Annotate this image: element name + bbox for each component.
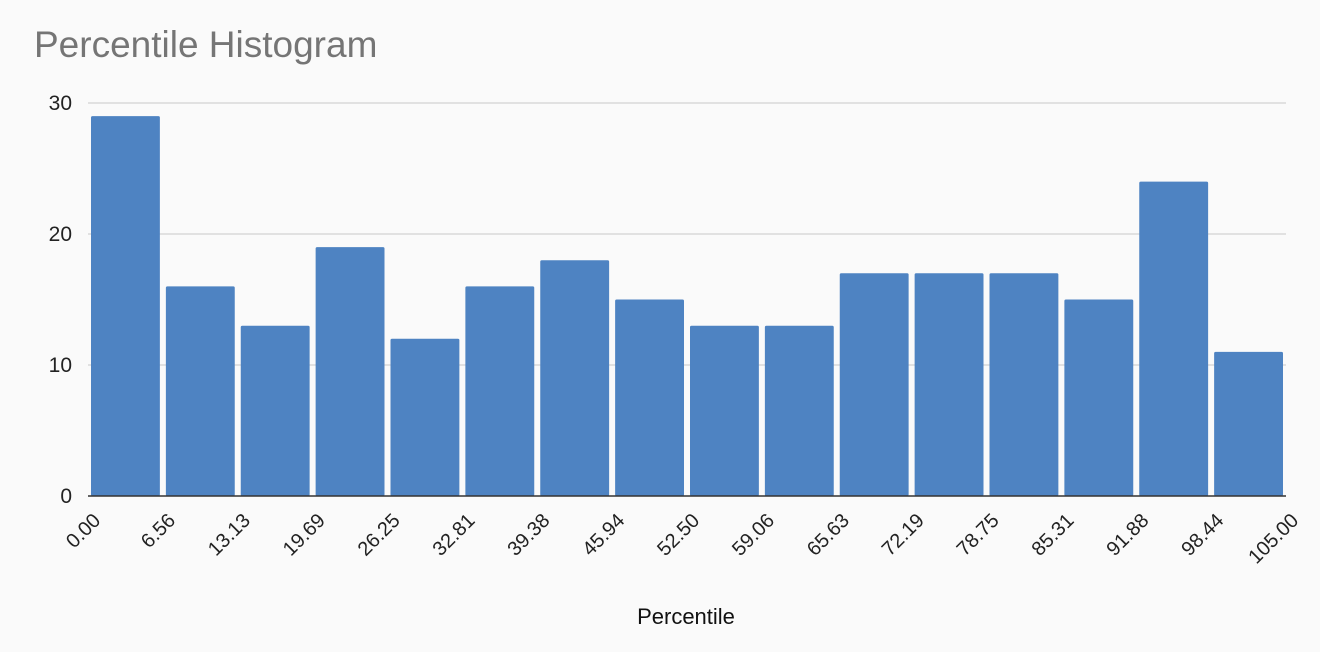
x-tick-label: 91.88	[1102, 510, 1153, 561]
x-tick-label: 78.75	[953, 510, 1004, 561]
x-tick-label: 85.31	[1028, 510, 1079, 561]
x-tick-label: 98.44	[1177, 510, 1228, 561]
bars	[91, 116, 1283, 496]
chart-title: Percentile Histogram	[34, 24, 378, 65]
x-tick-label: 19.69	[279, 510, 330, 561]
histogram-bar	[465, 286, 535, 496]
histogram-bar	[690, 325, 759, 496]
histogram-bar	[540, 260, 610, 496]
x-tick-label: 65.63	[803, 510, 854, 561]
x-tick-label: 39.38	[503, 510, 554, 561]
histogram-bar	[315, 247, 385, 496]
x-tick-label: 6.56	[137, 510, 180, 553]
histogram-bar	[839, 273, 909, 496]
x-tick-label: 59.06	[728, 510, 779, 561]
histogram-bar	[914, 273, 984, 496]
y-tick-label: 20	[49, 223, 72, 246]
x-tick-label: 45.94	[578, 510, 629, 561]
histogram-bar	[1139, 181, 1209, 496]
y-axis-ticks: 0 10 20 30	[49, 92, 72, 508]
x-tick-label: 0.00	[62, 510, 105, 553]
x-tick-label: 72.19	[878, 510, 929, 561]
x-tick-label: 26.25	[354, 510, 405, 561]
histogram-bar	[1214, 351, 1283, 496]
y-tick-label: 30	[49, 92, 72, 115]
x-tick-label: 105.00	[1244, 510, 1303, 569]
x-axis-ticks: 0.00 6.56 13.13 19.69 26.25 32.81 39.38 45.94 52…	[62, 510, 1303, 569]
x-tick-label: 52.50	[653, 510, 704, 561]
histogram-bar	[615, 299, 684, 496]
x-tick-label: 32.81	[429, 510, 480, 561]
histogram-bar	[989, 273, 1059, 496]
y-tick-label: 10	[49, 354, 72, 377]
histogram-bar	[764, 325, 834, 496]
y-tick-label: 0	[60, 485, 72, 508]
x-axis-label: Percentile	[637, 604, 735, 629]
histogram-bar	[240, 325, 310, 496]
histogram-bar	[390, 338, 460, 496]
histogram-bar	[91, 116, 160, 496]
x-tick-label: 13.13	[204, 510, 255, 561]
histogram-bar	[165, 286, 235, 496]
histogram-bar	[1064, 299, 1134, 496]
